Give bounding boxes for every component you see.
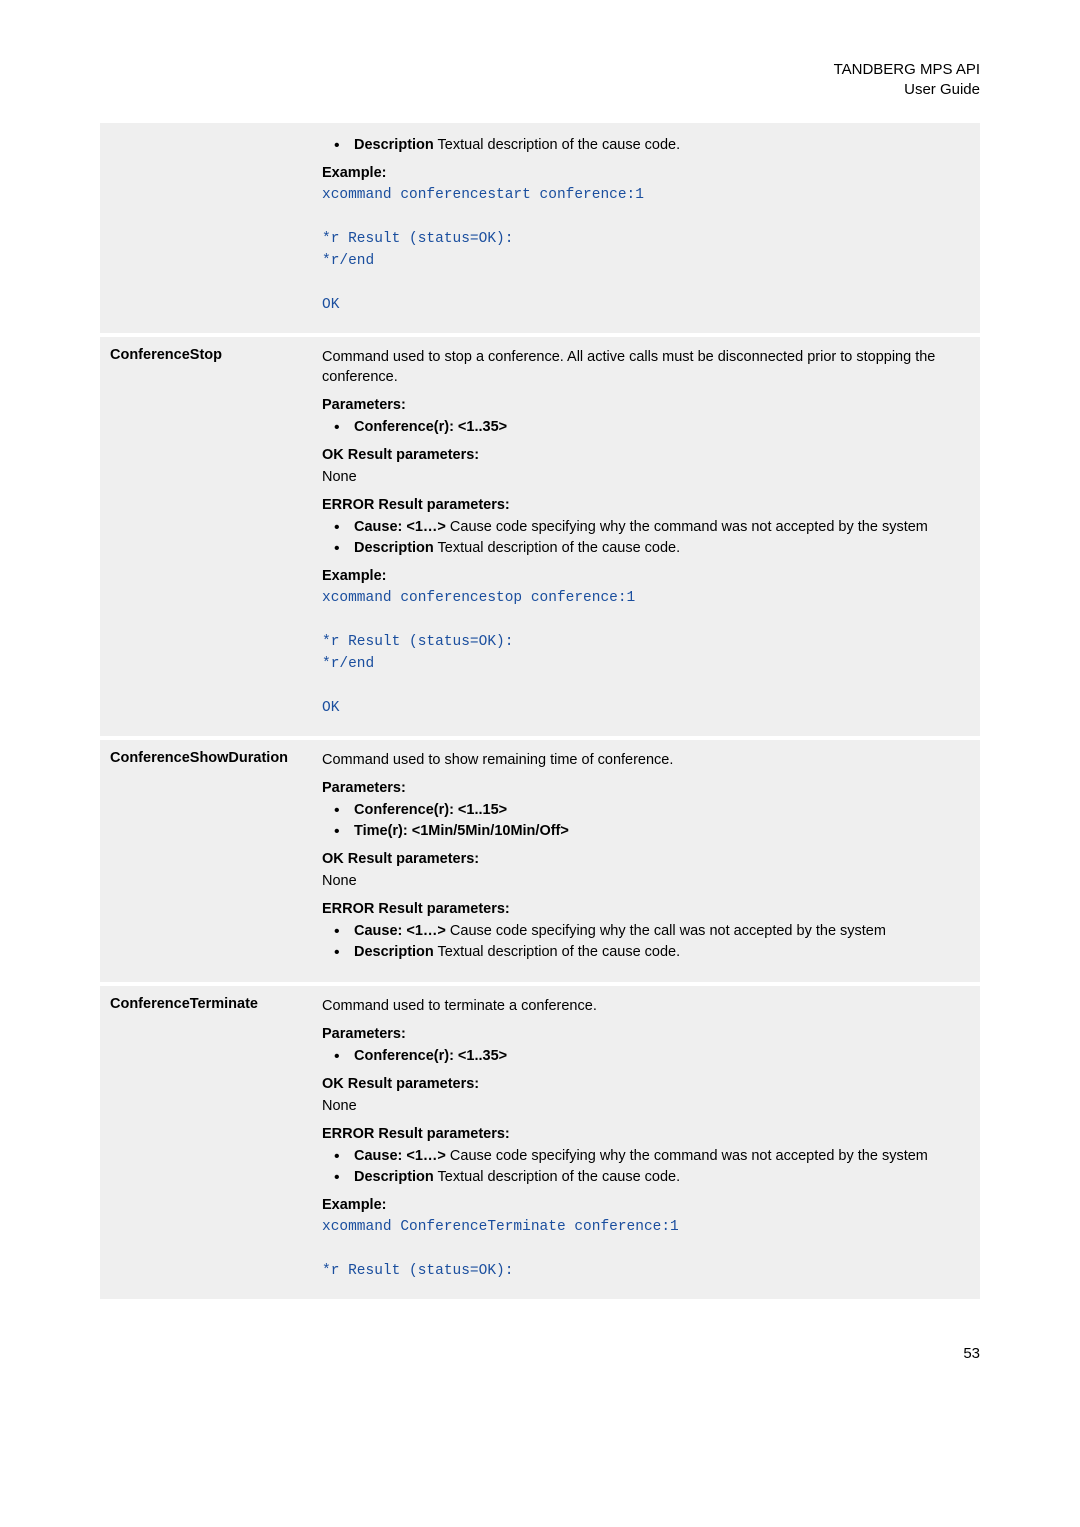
section-heading: Example: — [322, 1195, 964, 1215]
section-heading: OK Result parameters: — [322, 1074, 964, 1094]
list-item-rest: Cause code specifying why the call was n… — [446, 923, 886, 939]
header-line-2: User Guide — [100, 80, 980, 100]
body-text: Command used to show remaining time of c… — [322, 750, 964, 770]
list-item-bold: Cause: <1…> — [354, 923, 446, 939]
list-item-rest: Textual description of the cause code. — [434, 1169, 680, 1185]
code-line: xcommand conferencestart conference:1 — [322, 185, 964, 205]
list-item: Conference(r): <1..15> — [322, 800, 964, 820]
code-line — [322, 207, 964, 227]
code-line: xcommand conferencestop conference:1 — [322, 588, 964, 608]
list-item-bold: Conference(r): <1..15> — [354, 802, 507, 818]
list-item-rest: Cause code specifying why the command wa… — [446, 519, 928, 535]
bullet-list: Description Textual description of the c… — [322, 135, 964, 155]
list-item-bold: Conference(r): <1..35> — [354, 419, 507, 435]
section-heading: Parameters: — [322, 395, 964, 415]
code-line — [322, 676, 964, 696]
code-line: OK — [322, 698, 964, 718]
section-heading: Parameters: — [322, 778, 964, 798]
list-item: Time(r): <1Min/5Min/10Min/Off> — [322, 821, 964, 841]
bullet-list: Conference(r): <1..35> — [322, 417, 964, 437]
section-heading: Parameters: — [322, 1024, 964, 1044]
row-content: Command used to stop a conference. All a… — [318, 337, 980, 736]
body-text: None — [322, 1096, 964, 1116]
section-heading: ERROR Result parameters: — [322, 1124, 964, 1144]
list-item-bold: Cause: <1…> — [354, 1148, 446, 1164]
list-item: Cause: <1…> Cause code specifying why th… — [322, 921, 964, 941]
code-line: OK — [322, 295, 964, 315]
list-item-rest: Textual description of the cause code. — [434, 137, 680, 153]
list-item-bold: Description — [354, 137, 434, 153]
table-row: ConferenceShowDurationCommand used to sh… — [100, 740, 980, 986]
bullet-list: Conference(r): <1..15> Time(r): <1Min/5Mi… — [322, 800, 964, 841]
list-item-bold: Conference(r): <1..35> — [354, 1048, 507, 1064]
code-line: *r Result (status=OK): — [322, 229, 964, 249]
header-line-1: TANDBERG MPS API — [100, 60, 980, 80]
list-item-bold: Description — [354, 540, 434, 556]
list-item: Conference(r): <1..35> — [322, 1046, 964, 1066]
bullet-list: Cause: <1…> Cause code specifying why th… — [322, 517, 964, 558]
table-row: ConferenceTerminateCommand used to termi… — [100, 986, 980, 1299]
code-line: *r/end — [322, 654, 964, 674]
code-line: *r Result (status=OK): — [322, 1261, 964, 1281]
list-item: Description Textual description of the c… — [322, 538, 964, 558]
section-heading: Example: — [322, 163, 964, 183]
list-item: Description Textual description of the c… — [322, 135, 964, 155]
list-item-bold: Time(r): <1Min/5Min/10Min/Off> — [354, 823, 569, 839]
row-title: ConferenceTerminate — [100, 986, 318, 1299]
row-content: Description Textual description of the c… — [318, 123, 980, 333]
header: TANDBERG MPS API User Guide — [100, 60, 980, 99]
footer: 53 — [100, 1345, 980, 1362]
code-line: xcommand ConferenceTerminate conference:… — [322, 1217, 964, 1237]
code-line — [322, 1239, 964, 1259]
list-item-bold: Description — [354, 1169, 434, 1185]
list-item: Cause: <1…> Cause code specifying why th… — [322, 1146, 964, 1166]
section-heading: Example: — [322, 566, 964, 586]
list-item: Conference(r): <1..35> — [322, 417, 964, 437]
page-number: 53 — [963, 1345, 980, 1362]
list-item: Description Textual description of the c… — [322, 1167, 964, 1187]
page: TANDBERG MPS API User Guide Description … — [0, 0, 1080, 1402]
section-heading: OK Result parameters: — [322, 849, 964, 869]
section-heading: ERROR Result parameters: — [322, 899, 964, 919]
table-row: ConferenceStopCommand used to stop a con… — [100, 337, 980, 740]
bullet-list: Conference(r): <1..35> — [322, 1046, 964, 1066]
code-line — [322, 610, 964, 630]
code-line: *r/end — [322, 251, 964, 271]
row-title: ConferenceShowDuration — [100, 740, 318, 982]
list-item-rest: Textual description of the cause code. — [434, 944, 680, 960]
code-line — [322, 273, 964, 293]
section-heading: OK Result parameters: — [322, 445, 964, 465]
body-text: Command used to stop a conference. All a… — [322, 347, 964, 387]
bullet-list: Cause: <1…> Cause code specifying why th… — [322, 1146, 964, 1187]
list-item-rest: Textual description of the cause code. — [434, 540, 680, 556]
doc-table: Description Textual description of the c… — [100, 123, 980, 1299]
list-item-bold: Description — [354, 944, 434, 960]
code-line: *r Result (status=OK): — [322, 632, 964, 652]
bullet-list: Cause: <1…> Cause code specifying why th… — [322, 921, 964, 962]
row-title — [100, 123, 318, 333]
list-item-bold: Cause: <1…> — [354, 519, 446, 535]
body-text: None — [322, 467, 964, 487]
list-item: Cause: <1…> Cause code specifying why th… — [322, 517, 964, 537]
table-row: Description Textual description of the c… — [100, 123, 980, 337]
body-text: None — [322, 871, 964, 891]
row-content: Command used to show remaining time of c… — [318, 740, 980, 982]
row-title: ConferenceStop — [100, 337, 318, 736]
body-text: Command used to terminate a conference. — [322, 996, 964, 1016]
list-item: Description Textual description of the c… — [322, 942, 964, 962]
row-content: Command used to terminate a conference. P… — [318, 986, 980, 1299]
section-heading: ERROR Result parameters: — [322, 495, 964, 515]
list-item-rest: Cause code specifying why the command wa… — [446, 1148, 928, 1164]
